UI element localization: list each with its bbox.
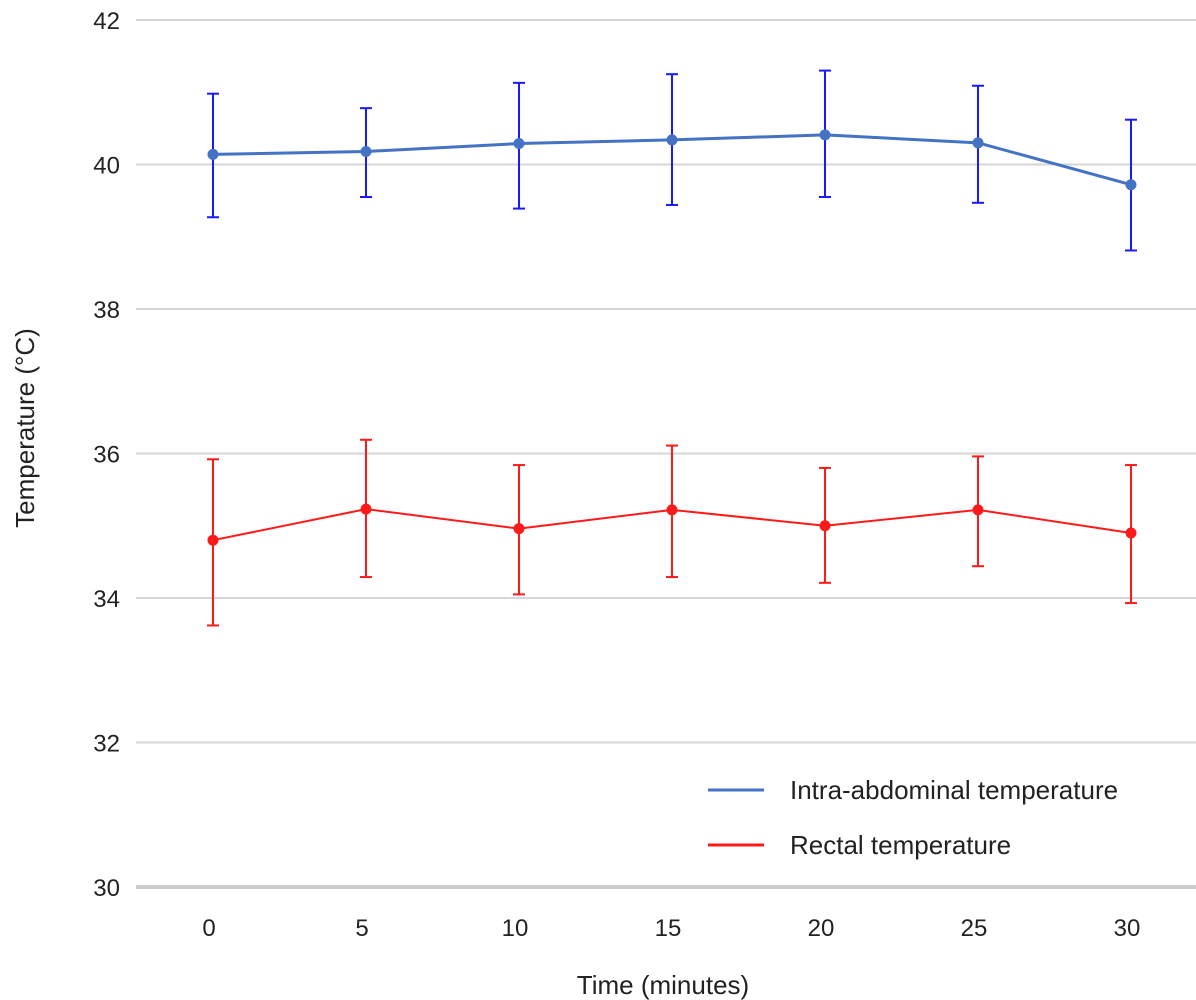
data-point	[207, 148, 219, 160]
y-tick-label: 38	[93, 297, 120, 324]
y-tick-labels: 30 32 34 36 38 40 42	[93, 8, 120, 902]
gridlines	[136, 19, 1196, 889]
x-tick-label: 20	[808, 915, 835, 942]
legend: Intra-abdominal temperature Rectal tempe…	[708, 775, 1118, 860]
y-tick-label: 40	[93, 153, 120, 180]
data-point	[513, 138, 525, 150]
y-tick-label: 30	[93, 875, 120, 902]
y-tick-label: 32	[93, 731, 120, 758]
data-point	[1125, 527, 1137, 539]
x-tick-label: 5	[355, 915, 368, 942]
series-layer	[207, 69, 1137, 627]
y-tick-label: 34	[93, 586, 120, 613]
x-tick-label: 25	[961, 915, 988, 942]
x-axis-title: Time (minutes)	[577, 970, 749, 1000]
data-point	[207, 534, 219, 546]
data-point	[360, 145, 372, 157]
y-tick-label: 42	[93, 8, 120, 35]
legend-label-intra-abdominal: Intra-abdominal temperature	[790, 775, 1118, 805]
data-point	[666, 504, 678, 516]
x-tick-label: 10	[502, 915, 529, 942]
y-tick-label: 36	[93, 442, 120, 469]
data-point	[1125, 179, 1137, 191]
x-tick-label: 0	[202, 915, 215, 942]
data-point	[360, 503, 372, 515]
data-point	[819, 129, 831, 141]
x-tick-labels: 0 5 10 15 20 25 30	[202, 915, 1140, 942]
data-point	[666, 134, 678, 146]
y-axis-title: Temperature (°C)	[10, 328, 40, 528]
series-rectal	[207, 438, 1137, 627]
series-intra-abdominal	[207, 69, 1137, 252]
x-tick-label: 30	[1114, 915, 1141, 942]
data-point	[972, 137, 984, 149]
data-point	[972, 504, 984, 516]
legend-label-rectal: Rectal temperature	[790, 830, 1011, 860]
data-point	[819, 520, 831, 532]
x-tick-label: 15	[655, 915, 682, 942]
data-point	[513, 523, 525, 535]
